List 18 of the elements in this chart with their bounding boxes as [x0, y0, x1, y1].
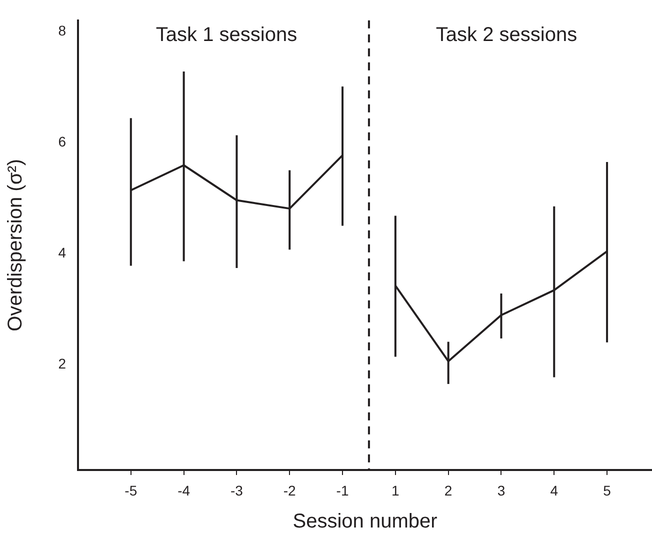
x-tick-label: -1 [336, 482, 349, 498]
y-tick-label: 8 [58, 22, 66, 38]
y-axis-title: Overdispersion (σ²) [4, 159, 27, 332]
x-tick-label: -5 [124, 482, 138, 498]
x-tick-label: 2 [444, 482, 452, 498]
y-tick-label: 4 [58, 244, 66, 260]
annotation: Task 2 sessions [436, 24, 578, 46]
y-tick-label: 6 [58, 133, 66, 150]
annotation: Task 1 sessions [156, 24, 298, 46]
x-tick-label: 5 [603, 482, 612, 498]
x-tick-label: -3 [230, 482, 244, 498]
x-tick-label: 4 [550, 482, 558, 498]
x-tick-label: -4 [178, 482, 190, 498]
y-tick-label: 2 [58, 355, 66, 372]
x-tick-label: 3 [497, 482, 506, 498]
x-tick-label: -2 [283, 482, 296, 498]
x-axis-title: Session number [292, 510, 438, 533]
x-tick-label: 1 [392, 482, 400, 498]
